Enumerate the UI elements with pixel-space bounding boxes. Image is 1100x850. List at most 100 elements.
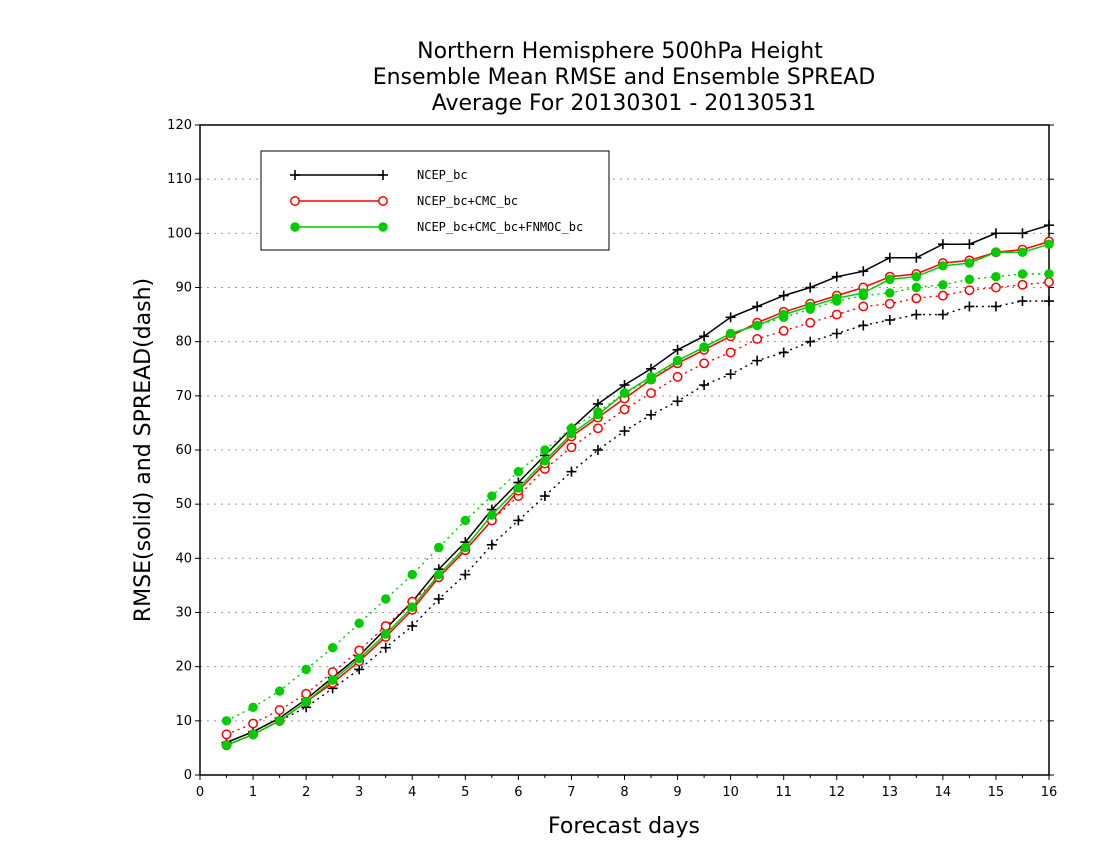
spread-point <box>858 301 869 312</box>
rmse-point <box>460 542 471 553</box>
grid-layer <box>200 178 1049 722</box>
rmse-point <box>301 697 311 707</box>
spread-point <box>274 686 285 696</box>
spread-line-ncep-bc-cmc-bc-fnmoc-bc <box>226 273 1049 722</box>
spread-point <box>778 347 789 358</box>
spread-point <box>1017 279 1028 290</box>
spread-point <box>884 315 895 325</box>
y-tick-label: 80 <box>175 335 192 350</box>
spread-point <box>407 569 417 580</box>
spread-point <box>274 705 285 715</box>
rmse-point <box>752 320 762 331</box>
spread-point <box>380 621 391 631</box>
legend-entry: NCEP_bc <box>290 168 468 182</box>
spread-point <box>911 282 922 293</box>
rmse-point <box>805 282 816 293</box>
rmse-point <box>805 301 815 312</box>
spread-point <box>646 388 656 399</box>
spread-point <box>301 664 311 675</box>
x-axis-title: Forecast days <box>548 814 700 839</box>
spread-line-ncep-bc <box>226 300 1049 746</box>
spread-point <box>248 718 259 729</box>
chart-subtitle-line-1: Ensemble Mean RMSE and Ensemble SPREAD <box>373 65 876 90</box>
spread-point <box>1044 296 1054 307</box>
rmse-point <box>566 429 577 439</box>
y-tick-label: 30 <box>175 606 192 621</box>
spread-point <box>911 309 922 320</box>
rmse-point <box>407 602 417 612</box>
x-tick-label: 1 <box>249 785 257 800</box>
x-tick-label: 11 <box>775 785 792 800</box>
rmse-point <box>619 388 630 398</box>
spread-point <box>380 642 391 653</box>
rmse-point <box>593 410 603 420</box>
spread-point <box>327 643 338 653</box>
x-tick-label: 15 <box>988 785 1005 800</box>
x-tick-label: 0 <box>196 785 204 800</box>
spread-point <box>752 334 763 344</box>
series-ncep-bc <box>221 220 1054 751</box>
rmse-point <box>938 261 948 271</box>
spread-point <box>752 355 763 366</box>
legend-marker-end <box>378 222 388 232</box>
rmse-point <box>699 342 709 352</box>
x-tick-label: 10 <box>722 785 739 800</box>
rmse-point <box>592 398 603 409</box>
spread-point <box>513 515 524 526</box>
rmse-point <box>1017 247 1028 257</box>
spread-point <box>566 466 577 477</box>
rmse-point <box>381 629 391 639</box>
spread-point <box>646 409 657 420</box>
chart-subtitle-line-2: Average For 20130301 - 20130531 <box>432 91 817 116</box>
spread-point <box>725 369 736 380</box>
spread-point <box>381 594 391 604</box>
rmse-point <box>937 239 948 250</box>
rmse-point <box>221 740 232 750</box>
spread-point <box>354 618 364 629</box>
spread-point <box>884 298 895 309</box>
x-tick-label: 6 <box>514 785 522 800</box>
spread-point <box>433 593 444 604</box>
y-tick-label: 0 <box>184 768 192 783</box>
rmse-point <box>911 271 922 282</box>
legend-label: NCEP_bc+CMC_bc+FNMOC_bc <box>417 220 583 234</box>
spread-point <box>778 325 789 336</box>
spread-point <box>964 301 975 312</box>
legend-marker-end <box>378 196 388 206</box>
spread-point <box>593 423 603 434</box>
y-tick-label: 70 <box>175 389 192 404</box>
rmse-point <box>672 344 683 355</box>
spread-point <box>858 320 869 331</box>
rmse-point <box>540 456 550 466</box>
spread-point <box>911 293 922 304</box>
legend-marker-start <box>290 170 300 180</box>
spread-point <box>407 621 418 632</box>
spread-point <box>937 290 948 301</box>
spread-point <box>539 491 550 502</box>
rmse-point <box>778 290 789 301</box>
rmse-line-ncep-bc-cmc-bc <box>226 240 1050 746</box>
spread-point <box>592 445 603 455</box>
y-tick-label: 50 <box>175 497 192 512</box>
spread-point <box>513 466 524 477</box>
spread-point <box>991 271 1001 282</box>
y-tick-label: 40 <box>175 551 192 566</box>
rmse-point <box>487 510 497 520</box>
rmse-point <box>832 293 842 304</box>
rmse-point <box>1044 220 1054 231</box>
rmse-point <box>911 252 922 263</box>
rmse-point <box>778 309 789 320</box>
y-tick-label: 60 <box>175 443 192 458</box>
series-ncep-bc-cmc-bc-fnmoc-bc <box>221 239 1054 750</box>
spread-point <box>540 445 550 455</box>
spread-point <box>805 336 816 347</box>
x-tick-label: 3 <box>355 785 363 800</box>
rmse-point <box>964 258 975 268</box>
rmse-point <box>858 266 869 277</box>
spread-point <box>1017 296 1028 307</box>
x-tick-label: 5 <box>461 785 469 800</box>
spread-point <box>990 282 1001 293</box>
x-tick-label: 12 <box>828 785 845 800</box>
